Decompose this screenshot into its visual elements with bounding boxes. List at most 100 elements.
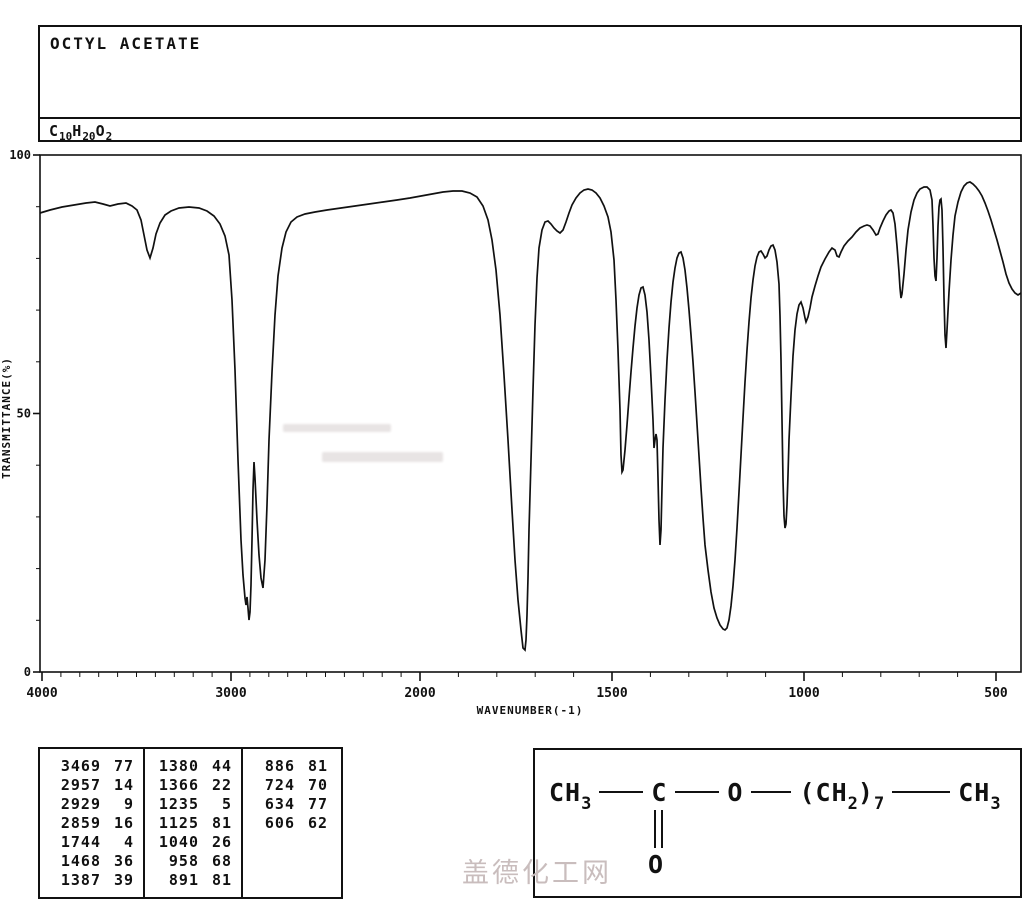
formula-element: C [49, 122, 60, 140]
peak-row: 958 68 [145, 852, 241, 871]
peak-transmittance: 44 [211, 757, 232, 775]
peak-transmittance: 22 [211, 776, 232, 794]
peak-wavenumber: 724 [264, 776, 295, 794]
peak-row: 1468 36 [40, 852, 143, 871]
peak-row: 1380 44 [145, 757, 241, 776]
peak-wavenumber: 958 [168, 852, 199, 870]
peak-row: 3469 77 [40, 757, 143, 776]
peak-wavenumber: 1744 [60, 833, 101, 851]
structure-box: CH 3 C O (CH 2) 7 CH 3 O [533, 748, 1022, 898]
peak-transmittance: 36 [113, 852, 134, 870]
formula-subscript: 10 [59, 130, 73, 143]
x-tick-label: 500 [984, 686, 1008, 701]
compound-title: OCTYL ACETATE [40, 27, 1020, 119]
peak-row: 886 81 [243, 757, 337, 776]
formula-subscript: 2 [105, 130, 113, 143]
carbonyl-double-bond: O [648, 810, 683, 890]
y-tick-label: 50 [17, 407, 31, 421]
peak-row: 1744 4 [40, 833, 143, 852]
header-box: OCTYL ACETATE C10H20O2 [38, 25, 1022, 143]
molecular-formula: C10H20O2 [40, 119, 1020, 143]
single-bond [675, 791, 720, 793]
structure-subscript: 3 [990, 794, 1001, 814]
structure-subscript: 2 [847, 794, 858, 814]
x-tick-label: 2000 [404, 686, 435, 701]
peak-transmittance: 70 [307, 776, 328, 794]
peak-row: 891 81 [145, 871, 241, 890]
peak-transmittance: 26 [211, 833, 232, 851]
structure-atom-label: CH [958, 777, 991, 807]
peak-wavenumber: 606 [264, 814, 295, 832]
peak-transmittance: 62 [307, 814, 328, 832]
y-axis-ticks: 100 50 0 [9, 148, 40, 679]
x-tick-label: 1000 [788, 686, 819, 701]
x-tick-label: 4000 [26, 686, 57, 701]
peak-wavenumber: 2929 [60, 795, 101, 813]
peak-row: 1040 26 [145, 833, 241, 852]
peak-wavenumber: 2957 [60, 776, 101, 794]
peak-transmittance: 39 [113, 871, 134, 889]
peak-wavenumber: 1235 [158, 795, 199, 813]
peak-wavenumber: 891 [168, 871, 199, 889]
faint-smudge [283, 424, 391, 432]
peak-wavenumber: 634 [264, 795, 295, 813]
peak-wavenumber: 886 [264, 757, 295, 775]
formula-element: H [72, 122, 83, 140]
peak-transmittance: 81 [307, 757, 328, 775]
single-bond [892, 791, 951, 793]
x-axis-label: WAVENUMBER(-1) [477, 704, 584, 717]
y-tick-label: 100 [9, 148, 31, 162]
peak-transmittance: 81 [211, 814, 232, 832]
carbonyl-oxygen-label: O [648, 850, 664, 879]
peak-wavenumber: 1468 [60, 852, 101, 870]
peak-row: 634 77 [243, 795, 337, 814]
formula-element: O [95, 122, 106, 140]
peak-transmittance: 81 [211, 871, 232, 889]
peak-table: 3469 77 2957 14 2929 9 2859 16 1744 4 1468 36 1387 39… [38, 747, 343, 899]
peak-transmittance: 77 [307, 795, 328, 813]
peak-transmittance: 68 [211, 852, 232, 870]
peak-row: 1387 39 [40, 871, 143, 890]
peak-wavenumber: 3469 [60, 757, 101, 775]
formula-subscript: 20 [82, 130, 96, 143]
peak-row: 2929 9 [40, 795, 143, 814]
peak-wavenumber: 1040 [158, 833, 199, 851]
peak-wavenumber: 1387 [60, 871, 101, 889]
structure-atom-label: (CH [799, 777, 848, 807]
double-bond-line [661, 810, 663, 848]
structure-atom-label: C [651, 777, 668, 807]
faint-smudge [322, 452, 443, 462]
peak-row: 724 70 [243, 776, 337, 795]
peak-row: 606 62 [243, 814, 337, 833]
peak-table-column: 3469 77 2957 14 2929 9 2859 16 1744 4 1468 36 1387 39 [40, 749, 143, 897]
peak-row: 2859 16 [40, 814, 143, 833]
peak-wavenumber: 2859 [60, 814, 101, 832]
y-axis-label: TRANSMITTANCE(%) [0, 357, 13, 479]
peak-table-column: 886 81 724 70 634 77 606 62 [241, 749, 337, 897]
y-tick-label: 0 [24, 665, 31, 679]
peak-row: 1366 22 [145, 776, 241, 795]
peak-transmittance: 77 [113, 757, 134, 775]
x-tick-label: 3000 [215, 686, 246, 701]
structure-subscript: 7 [873, 794, 885, 814]
peak-wavenumber: 1125 [158, 814, 199, 832]
structure-subscript: 3 [581, 794, 592, 814]
peak-row: 1125 81 [145, 814, 241, 833]
peak-transmittance: 9 [123, 795, 134, 813]
peak-row: 2957 14 [40, 776, 143, 795]
peak-transmittance: 4 [123, 833, 134, 851]
peak-wavenumber: 1380 [158, 757, 199, 775]
peak-transmittance: 14 [113, 776, 134, 794]
peak-row: 1235 5 [145, 795, 241, 814]
structure-formula: CH 3 C O (CH 2) 7 CH 3 [549, 774, 1001, 815]
x-axis-ticks: 4000 3000 2000 1500 1000 500 [26, 672, 1008, 701]
double-bond-line [654, 810, 656, 848]
structure-atom-label: O [727, 777, 744, 807]
single-bond [599, 791, 644, 793]
peak-table-column: 1380 44 1366 22 1235 5 1125 81 1040 26 958 68 891 81 [143, 749, 241, 897]
single-bond [751, 791, 792, 793]
x-tick-label: 1500 [596, 686, 627, 701]
structure-atom-label: CH [549, 777, 582, 807]
peak-wavenumber: 1366 [158, 776, 199, 794]
